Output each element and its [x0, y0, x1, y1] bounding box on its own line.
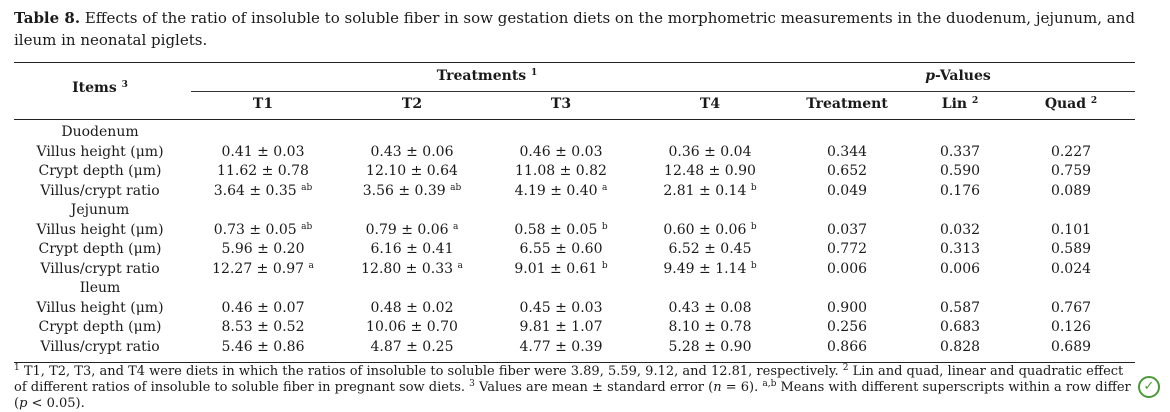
row-item-label: Villus/crypt ratio: [40, 339, 160, 355]
row-item-label: Crypt depth (μm): [38, 241, 162, 257]
cell-t4: 8.10 ± 0.78: [668, 319, 752, 335]
cell-t1: 0.73 ± 0.05 ab: [213, 222, 313, 238]
header-treatments: Treatments 1: [436, 68, 538, 84]
header-t1: T1: [252, 96, 274, 112]
cell-t1: 12.27 ± 0.97 a: [212, 261, 314, 277]
top-rule: [14, 62, 1135, 63]
cell-t3: 0.58 ± 0.05 b: [514, 222, 608, 238]
cell-lin: 0.587: [939, 300, 981, 316]
cell-t2: 10.06 ± 0.70: [366, 319, 458, 335]
row-item-label: Villus height (μm): [36, 222, 164, 238]
cell-t2: 12.10 ± 0.64: [366, 163, 458, 179]
cell-p: 0.049: [826, 183, 868, 199]
cell-quad: 0.126: [1050, 319, 1092, 335]
cell-lin: 0.006: [939, 261, 981, 277]
cell-t3: 4.19 ± 0.40 a: [514, 183, 608, 199]
cell-t4: 0.60 ± 0.06 b: [663, 222, 757, 238]
cell-t4: 5.28 ± 0.90: [668, 339, 752, 355]
cell-quad: 0.689: [1050, 339, 1092, 355]
cell-t1: 8.53 ± 0.52: [221, 319, 305, 335]
cell-t4: 12.48 ± 0.90: [664, 163, 756, 179]
cell-t2: 6.16 ± 0.41: [370, 241, 454, 257]
cell-t3: 0.45 ± 0.03: [519, 300, 603, 316]
cell-lin: 0.590: [939, 163, 981, 179]
cell-t3: 6.55 ± 0.60: [519, 241, 603, 257]
cell-quad: 0.589: [1050, 241, 1092, 257]
header-t4: T4: [699, 96, 721, 112]
header-quad: Quad 2: [1044, 96, 1098, 112]
cell-lin: 0.176: [939, 183, 981, 199]
cell-t3: 4.77 ± 0.39: [519, 339, 603, 355]
cell-p: 0.900: [826, 300, 868, 316]
cell-t1: 5.46 ± 0.86: [221, 339, 305, 355]
table-label: Table 8.: [14, 9, 81, 27]
cell-t3: 11.08 ± 0.82: [515, 163, 607, 179]
row-item-label: Villus/crypt ratio: [40, 261, 160, 277]
table-footnote: 1 T1, T2, T3, and T4 were diets in which…: [14, 363, 1131, 412]
cell-p: 0.006: [826, 261, 868, 277]
cell-t4: 0.43 ± 0.08: [668, 300, 752, 316]
cell-p: 0.866: [826, 339, 868, 355]
cell-t4: 0.36 ± 0.04: [668, 144, 752, 160]
section-ileum: Ileum: [79, 280, 121, 296]
cell-t2: 0.79 ± 0.06 a: [365, 222, 459, 238]
cell-lin: 0.828: [939, 339, 981, 355]
row-item-label: Crypt depth (μm): [38, 319, 162, 335]
header-t3: T3: [550, 96, 572, 112]
cell-quad: 0.227: [1050, 144, 1092, 160]
cell-p: 0.256: [826, 319, 868, 335]
cell-lin: 0.337: [939, 144, 981, 160]
header-lin: Lin 2: [941, 96, 979, 112]
cell-t3: 0.46 ± 0.03: [519, 144, 603, 160]
header-t2: T2: [401, 96, 423, 112]
section-jejunum: Jejunum: [70, 202, 130, 218]
cell-t2: 0.43 ± 0.06: [370, 144, 454, 160]
header-items: Items 3: [72, 80, 128, 96]
cell-t2: 0.48 ± 0.02: [370, 300, 454, 316]
cell-t2: 12.80 ± 0.33 a: [361, 261, 463, 277]
row-item-label: Crypt depth (μm): [38, 163, 162, 179]
row-item-label: Villus height (μm): [36, 144, 164, 160]
treatments-underline: [191, 91, 823, 92]
cell-t1: 0.41 ± 0.03: [221, 144, 305, 160]
cell-t2: 3.56 ± 0.39 ab: [362, 183, 462, 199]
section-duodenum: Duodenum: [61, 124, 139, 140]
bottom-rule: [14, 362, 1135, 363]
cell-p: 0.344: [826, 144, 868, 160]
table-caption: Table 8. Effects of the ratio of insolub…: [14, 7, 1154, 51]
cell-t2: 4.87 ± 0.25: [370, 339, 454, 355]
cell-t1: 0.46 ± 0.07: [221, 300, 305, 316]
cell-p: 0.652: [826, 163, 868, 179]
cell-quad: 0.024: [1050, 261, 1092, 277]
cell-t1: 5.96 ± 0.20: [221, 241, 305, 257]
cell-p: 0.037: [826, 222, 868, 238]
row-item-label: Villus height (μm): [36, 300, 164, 316]
header-treatment: Treatment: [806, 96, 888, 112]
cell-t4: 2.81 ± 0.14 b: [663, 183, 757, 199]
cell-quad: 0.101: [1050, 222, 1092, 238]
cell-quad: 0.759: [1050, 163, 1092, 179]
pvalues-underline: [791, 91, 1135, 92]
cell-quad: 0.089: [1050, 183, 1092, 199]
header-pvalues: p-Values: [925, 68, 991, 84]
cell-t3: 9.81 ± 1.07: [519, 319, 603, 335]
cell-lin: 0.313: [939, 241, 981, 257]
header-rule: [14, 119, 1135, 120]
cell-t1: 11.62 ± 0.78: [217, 163, 309, 179]
cell-t1: 3.64 ± 0.35 ab: [213, 183, 313, 199]
cell-lin: 0.683: [939, 319, 981, 335]
row-item-label: Villus/crypt ratio: [40, 183, 160, 199]
check-badge-icon[interactable]: ✓: [1138, 376, 1160, 398]
caption-text: Effects of the ratio of insoluble to sol…: [14, 9, 1135, 49]
cell-t4: 6.52 ± 0.45: [668, 241, 752, 257]
cell-t3: 9.01 ± 0.61 b: [514, 261, 608, 277]
cell-quad: 0.767: [1050, 300, 1092, 316]
cell-t4: 9.49 ± 1.14 b: [663, 261, 757, 277]
cell-p: 0.772: [826, 241, 868, 257]
cell-lin: 0.032: [939, 222, 981, 238]
